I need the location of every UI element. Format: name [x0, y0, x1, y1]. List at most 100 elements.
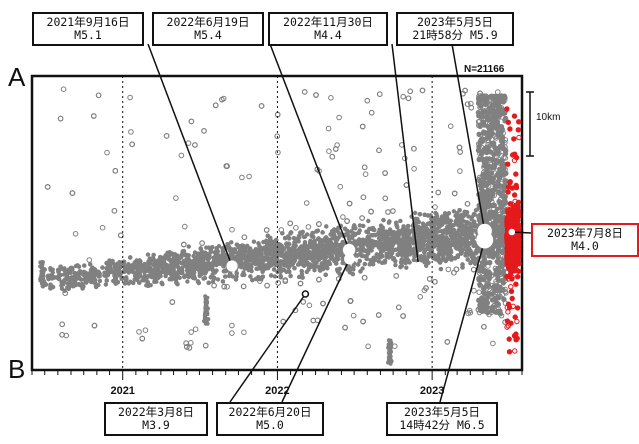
- event-dot: [112, 262, 117, 267]
- event-dot: [467, 309, 474, 316]
- event-dot: [248, 274, 253, 279]
- event-dot: [316, 236, 321, 241]
- event-dot: [173, 195, 179, 201]
- event-dot: [377, 255, 382, 260]
- event-dot: [400, 229, 405, 234]
- event-dot: [346, 233, 351, 239]
- event-dot: [436, 258, 442, 263]
- event-dot: [257, 259, 262, 264]
- event-dot: [432, 229, 437, 234]
- event-dot: [312, 263, 317, 269]
- event-dot: [229, 226, 235, 233]
- background-events: [38, 86, 509, 366]
- event-dot: [274, 255, 279, 260]
- event-dot: [275, 149, 281, 156]
- event-dot: [373, 257, 378, 262]
- event-dot: [433, 210, 438, 216]
- event-dot: [377, 91, 383, 97]
- event-dot: [208, 249, 213, 255]
- event-dot: [372, 227, 377, 233]
- event-dot: [447, 221, 453, 226]
- event-dot: [148, 260, 153, 266]
- event-dot: [422, 229, 427, 234]
- event-dot: [468, 222, 473, 227]
- event-dot: [293, 225, 299, 231]
- event-dot: [212, 275, 217, 280]
- event-dot: [442, 229, 447, 234]
- event-dot: [501, 210, 507, 215]
- event-dot: [334, 256, 339, 261]
- event-dot: [292, 256, 297, 261]
- event-dot: [154, 279, 159, 284]
- event-dot: [422, 254, 427, 259]
- event-dot: [171, 272, 176, 277]
- event-dot: [100, 265, 105, 270]
- event-dot: [464, 101, 471, 107]
- event-dot: [398, 218, 403, 224]
- event-dot: [213, 259, 218, 264]
- event-dot: [219, 96, 225, 103]
- event-dot: [246, 173, 252, 180]
- event-dot: [320, 240, 325, 246]
- event-dot: [312, 253, 317, 258]
- event-dot: [253, 247, 259, 252]
- event-dot: [229, 240, 234, 245]
- event-dot: [154, 263, 160, 268]
- event-dot: [464, 210, 470, 215]
- event-dot: [144, 283, 149, 288]
- event-dot: [134, 258, 139, 263]
- event-dot: [185, 279, 190, 284]
- event-dot: [374, 240, 379, 245]
- event-dot: [394, 222, 399, 228]
- event-dot: [445, 266, 452, 273]
- event-dot: [56, 273, 62, 279]
- event-dot: [342, 226, 348, 231]
- event-dot: [411, 166, 417, 172]
- event-dot: [186, 244, 191, 249]
- event-dot: [291, 243, 297, 248]
- event-dot: [393, 273, 400, 279]
- event-dot: [188, 329, 194, 335]
- event-dot: [299, 268, 304, 274]
- event-dot: [326, 148, 332, 154]
- event-dot: [80, 286, 85, 291]
- event-dot: [108, 269, 113, 275]
- event-dot: [316, 257, 321, 262]
- event-dot: [300, 299, 307, 305]
- event-dot: [451, 223, 456, 228]
- event-dot: [465, 252, 471, 257]
- event-dot: [376, 147, 382, 154]
- event-dot: [362, 171, 369, 177]
- event-dot: [266, 265, 271, 271]
- event-dot: [272, 274, 278, 279]
- event-dot: [57, 115, 64, 122]
- event-dot: [358, 269, 363, 274]
- event-dot: [62, 288, 67, 293]
- event-dot: [70, 267, 75, 272]
- event-dot: [183, 340, 189, 347]
- event-dot: [250, 277, 255, 283]
- event-dot: [429, 230, 434, 236]
- event-dot: [113, 281, 119, 286]
- event-dot: [170, 257, 175, 263]
- event-dot: [122, 281, 128, 286]
- event-dot: [367, 262, 372, 267]
- event-dot: [152, 266, 157, 272]
- event-dot: [186, 345, 193, 351]
- event-dot: [472, 219, 477, 224]
- event-dot: [446, 256, 451, 261]
- event-dot: [384, 251, 389, 256]
- event-dot: [336, 114, 342, 121]
- event-dot: [110, 258, 115, 264]
- event-dot: [426, 221, 431, 226]
- event-dot: [99, 224, 106, 231]
- event-dot: [459, 238, 464, 243]
- event-dot: [471, 243, 476, 248]
- event-dot: [385, 209, 391, 215]
- event-dot: [458, 243, 463, 249]
- event-dot: [379, 234, 385, 240]
- event-dot: [457, 235, 463, 240]
- event-dot: [393, 247, 399, 252]
- event-dot: [334, 261, 339, 266]
- event-dot: [167, 277, 172, 282]
